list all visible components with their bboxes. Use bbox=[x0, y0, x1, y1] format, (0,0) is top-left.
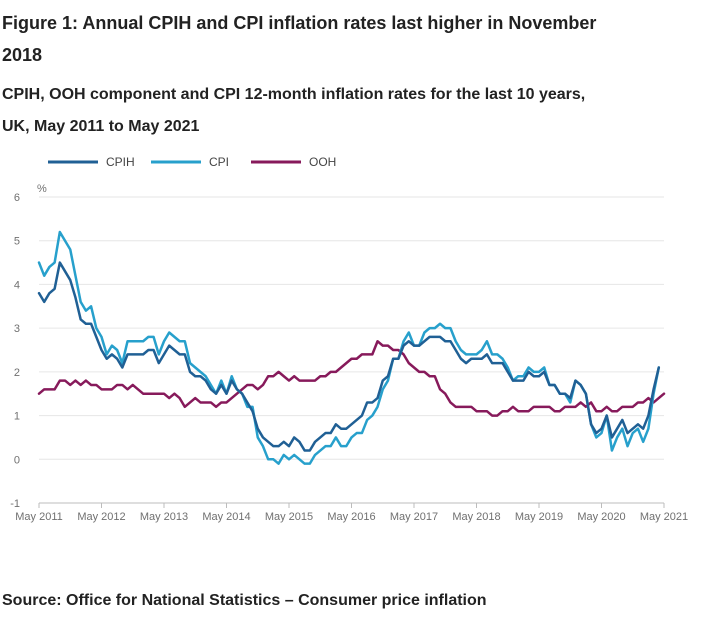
y-tick-label-4: 4 bbox=[14, 279, 20, 291]
x-axis-ticks: May 2011 May 2012 May 2013 May 2014 May 2015… bbox=[15, 503, 688, 523]
chart-series-lines bbox=[37, 230, 666, 465]
source-note: Source: Office for National Statistics –… bbox=[2, 592, 487, 609]
x-tick-label-4: May 2015 bbox=[265, 511, 313, 523]
x-tick-label-9: May 2020 bbox=[577, 511, 625, 523]
chart-legend: CPIH CPI OOH bbox=[48, 155, 336, 169]
x-tick-label-6: May 2017 bbox=[390, 511, 438, 523]
y-tick-label-2: 2 bbox=[14, 367, 20, 379]
x-tick-label-3: May 2014 bbox=[202, 511, 250, 523]
y-tick-label-1: 1 bbox=[14, 411, 20, 423]
x-tick-label-0: May 2011 bbox=[15, 511, 63, 523]
x-tick-label-8: May 2019 bbox=[515, 511, 563, 523]
series-line-ooh bbox=[37, 340, 666, 417]
x-tick-label-1: May 2012 bbox=[77, 511, 125, 523]
x-tick-label-10: May 2021 bbox=[640, 511, 688, 523]
x-tick-label-2: May 2013 bbox=[140, 511, 188, 523]
chart-gridlines bbox=[39, 196, 664, 504]
series-line-cpih bbox=[37, 261, 661, 452]
x-tick-label-5: May 2016 bbox=[327, 511, 375, 523]
figure-title: Figure 1: Annual CPIH and CPI inflation … bbox=[2, 13, 597, 65]
legend-label-cpih: CPIH bbox=[106, 155, 135, 169]
x-tick-label-7: May 2018 bbox=[452, 511, 500, 523]
legend-label-cpi: CPI bbox=[209, 155, 229, 169]
y-tick-label--1: -1 bbox=[10, 498, 20, 510]
chart-subtitle: CPIH, OOH component and CPI 12-month inf… bbox=[2, 86, 586, 135]
series-line-cpi bbox=[37, 230, 661, 465]
y-axis-ticks: 6 5 4 3 2 1 0 -1 bbox=[10, 192, 20, 510]
y-axis-unit-label: % bbox=[37, 183, 47, 195]
y-tick-label-6: 6 bbox=[14, 192, 20, 204]
y-tick-label-5: 5 bbox=[14, 236, 20, 248]
legend-label-ooh: OOH bbox=[309, 155, 336, 169]
y-tick-label-3: 3 bbox=[14, 323, 20, 335]
y-tick-label-0: 0 bbox=[14, 454, 20, 466]
